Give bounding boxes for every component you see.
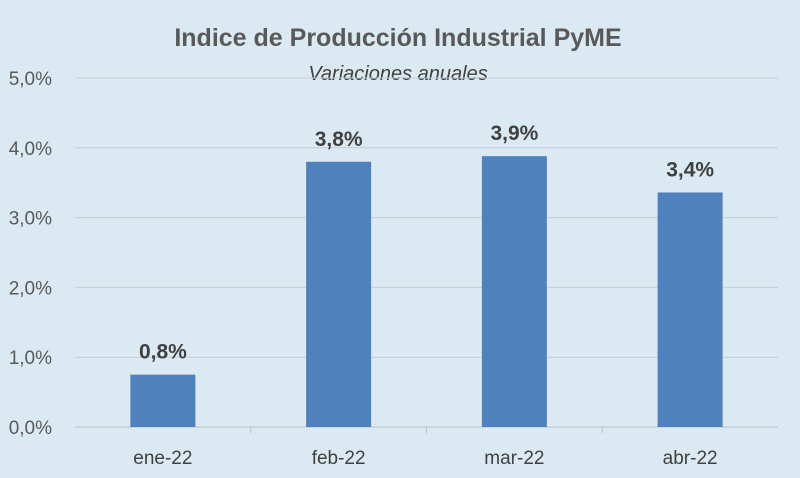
- x-axis-ticks: ene-22 feb-22 mar-22 abr-22: [133, 448, 717, 469]
- x-tick-label: feb-22: [312, 448, 366, 469]
- y-tick-label: 3,0%: [9, 209, 52, 230]
- x-tick-label: abr-22: [663, 448, 718, 469]
- y-tick-label: 0,0%: [9, 418, 52, 439]
- y-tick-label: 1,0%: [9, 348, 52, 369]
- bar: [130, 374, 196, 427]
- chart-subtitle: Variaciones anuales: [308, 63, 487, 85]
- chart-title: Indice de Producción Industrial PyME: [174, 24, 621, 52]
- x-tick-label: ene-22: [133, 448, 192, 469]
- bars: [130, 156, 723, 427]
- y-tick-label: 2,0%: [9, 278, 52, 299]
- data-labels: 0,8% 3,8% 3,9% 3,4%: [139, 122, 714, 363]
- y-tick-label: 4,0%: [9, 139, 52, 160]
- data-label: 3,8%: [315, 128, 363, 151]
- x-tick-label: mar-22: [484, 448, 544, 469]
- bar: [657, 192, 723, 427]
- data-label: 3,9%: [490, 122, 538, 145]
- data-label: 3,4%: [666, 158, 714, 181]
- bar: [306, 161, 372, 427]
- y-tick-label: 5,0%: [9, 69, 52, 90]
- bar: [481, 156, 547, 427]
- data-label: 0,8%: [139, 341, 187, 364]
- y-axis-ticks: 0,0% 1,0% 2,0% 3,0% 4,0% 5,0%: [9, 69, 52, 439]
